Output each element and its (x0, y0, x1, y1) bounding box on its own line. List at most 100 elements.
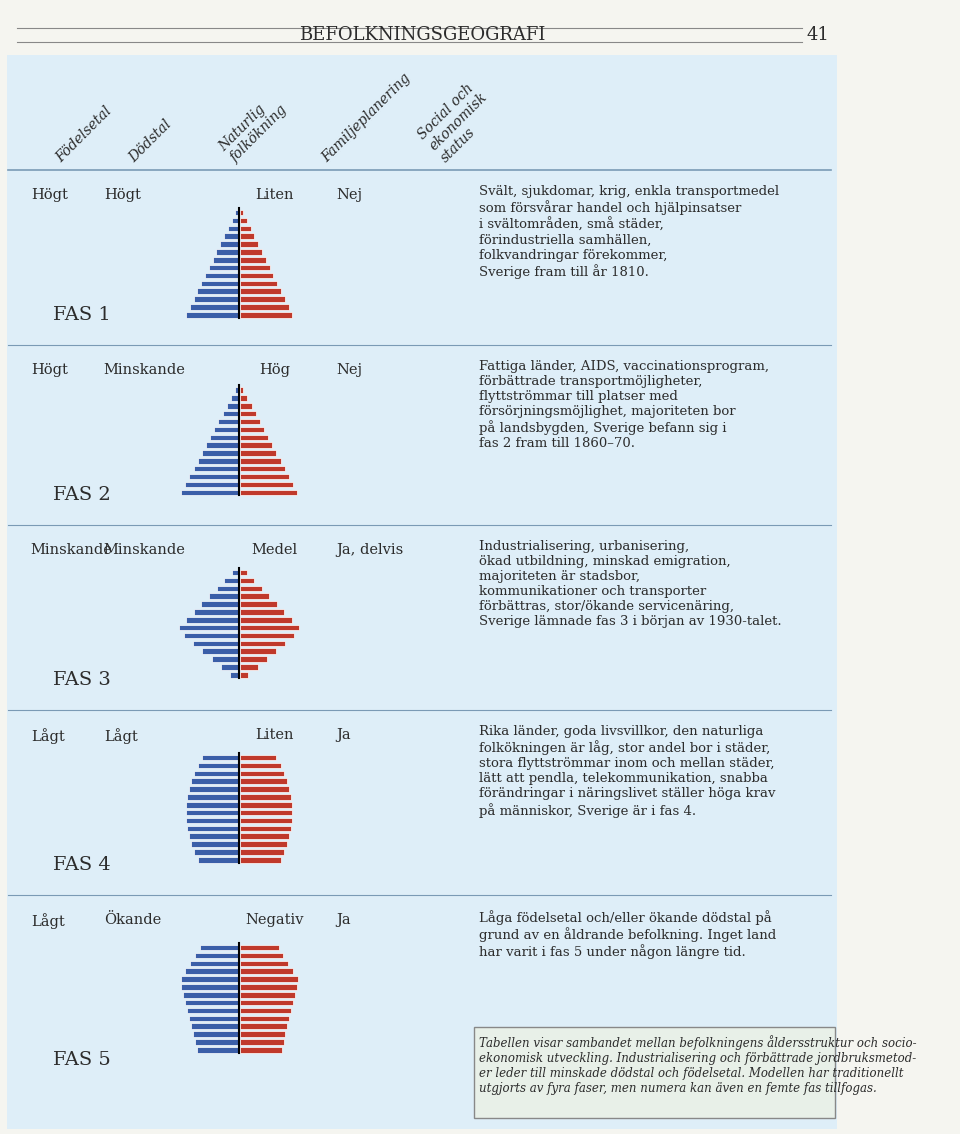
Bar (195, 1039, 238, 1044)
Bar (184, 633, 238, 638)
Bar (240, 763, 280, 768)
Bar (183, 992, 238, 998)
Bar (240, 1016, 289, 1021)
Bar (186, 818, 238, 823)
Bar (240, 272, 274, 278)
Bar (240, 411, 255, 416)
Bar (181, 984, 238, 990)
Bar (240, 442, 273, 448)
Bar (194, 849, 238, 855)
Bar (209, 593, 238, 599)
Bar (240, 649, 276, 654)
Bar (240, 953, 283, 958)
Text: Minskande: Minskande (31, 543, 112, 557)
FancyBboxPatch shape (474, 1027, 835, 1118)
Text: Familjeplanering: Familjeplanering (320, 70, 414, 166)
Text: Födelsetal: Födelsetal (54, 103, 114, 166)
Text: Högt: Högt (31, 363, 67, 376)
Bar (240, 968, 293, 974)
Bar (240, 833, 289, 839)
Bar (200, 945, 238, 950)
Bar (240, 945, 278, 950)
Bar (240, 609, 284, 615)
Bar (220, 242, 238, 247)
Bar (240, 665, 257, 670)
Text: FAS 3: FAS 3 (53, 671, 110, 689)
Bar (240, 1000, 293, 1006)
Bar (235, 388, 238, 392)
Text: Ökande: Ökande (104, 913, 161, 926)
Bar (231, 218, 238, 223)
Bar (240, 818, 292, 823)
Bar (240, 625, 300, 631)
Bar (240, 960, 288, 966)
Bar (210, 434, 238, 440)
Bar (191, 778, 238, 784)
Bar (190, 304, 238, 310)
Bar (240, 577, 254, 583)
Bar (189, 1016, 238, 1021)
Bar (227, 403, 238, 408)
Bar (240, 593, 269, 599)
Bar (240, 585, 262, 591)
Text: Svält, sjukdomar, krig, enkla transportmedel
som försvårar handel och hjälpinsat: Svält, sjukdomar, krig, enkla transportm… (479, 185, 780, 279)
Text: FAS 2: FAS 2 (53, 486, 110, 503)
Text: Nej: Nej (336, 363, 362, 376)
Text: Dödstal: Dödstal (127, 117, 175, 166)
Bar (189, 833, 238, 839)
Bar (240, 570, 247, 575)
Text: Naturlig
folkökning: Naturlig folkökning (216, 91, 290, 166)
Bar (240, 242, 258, 247)
Bar (202, 450, 238, 456)
Bar (228, 226, 238, 231)
Bar (240, 490, 298, 496)
FancyBboxPatch shape (7, 56, 837, 1129)
Text: Nej: Nej (336, 188, 362, 202)
Bar (202, 280, 238, 286)
Text: Liten: Liten (255, 188, 294, 202)
Bar (240, 265, 270, 270)
Bar (240, 458, 280, 464)
Bar (240, 794, 291, 799)
Bar (240, 755, 276, 761)
Bar (198, 288, 238, 294)
Bar (186, 810, 238, 815)
Text: Ja: Ja (336, 913, 350, 926)
Bar (186, 312, 238, 318)
Text: Liten: Liten (255, 728, 294, 742)
Text: Minskande: Minskande (104, 543, 185, 557)
Text: Högt: Högt (31, 188, 67, 202)
Bar (240, 249, 262, 255)
Text: Medel: Medel (252, 543, 298, 557)
Bar (240, 786, 289, 792)
Bar (191, 1023, 238, 1029)
Bar (240, 257, 266, 262)
Bar (240, 1031, 285, 1036)
Bar (235, 210, 238, 215)
Text: Lågt: Lågt (31, 728, 64, 744)
Bar (185, 968, 238, 974)
Bar (194, 466, 238, 472)
Text: Ja, delvis: Ja, delvis (336, 543, 403, 557)
Bar (240, 802, 292, 807)
Bar (240, 633, 295, 638)
Bar (211, 657, 238, 662)
Bar (223, 411, 238, 416)
Bar (240, 672, 249, 677)
Text: Social och
ekonomisk
status: Social och ekonomisk status (416, 79, 502, 166)
Bar (190, 960, 238, 966)
Bar (206, 442, 238, 448)
Bar (181, 490, 238, 496)
Bar (214, 426, 238, 432)
Bar (231, 570, 238, 575)
Text: Låga födelsetal och/eller ökande dödstal på
grund av en åldrande befolkning. Ing: Låga födelsetal och/eller ökande dödstal… (479, 909, 777, 959)
Bar (216, 249, 238, 255)
Bar (230, 672, 238, 677)
Bar (240, 778, 287, 784)
Bar (187, 826, 238, 831)
Bar (240, 312, 293, 318)
Bar (240, 1008, 291, 1013)
Text: Fattiga länder, AIDS, vaccinationsprogram,
förbättrade transportmöjligheter,
fly: Fattiga länder, AIDS, vaccinationsprogra… (479, 359, 769, 450)
Bar (198, 458, 238, 464)
Bar (194, 296, 238, 302)
